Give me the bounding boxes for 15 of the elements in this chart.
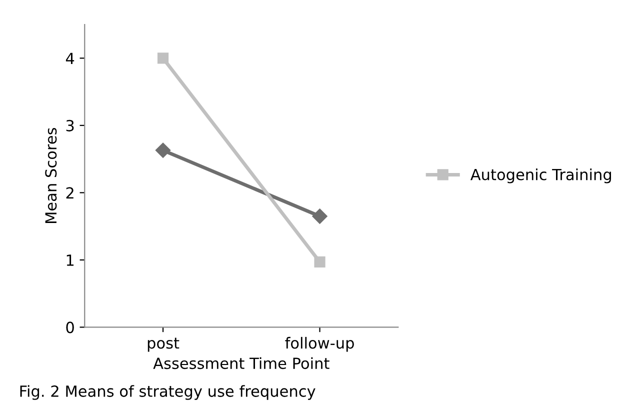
y-tick-label: 3 <box>66 120 74 132</box>
y-axis-title: Mean Scores <box>45 128 57 223</box>
point <box>312 208 328 224</box>
caption: Fig. 2 Means of strategy use frequency <box>20 385 316 400</box>
x-tick-label: post <box>148 338 180 352</box>
point <box>157 52 169 64</box>
x-axis-title: Assessment Time Point <box>153 357 330 370</box>
x-tick-label: follow-up <box>285 336 354 352</box>
point <box>314 256 326 268</box>
y-tick-label: 2 <box>66 187 74 198</box>
y-tick-label: 4 <box>66 52 74 64</box>
y-tick-label: 0 <box>66 322 74 334</box>
point <box>155 142 171 158</box>
y-tick-label: 1 <box>66 254 74 266</box>
legend-label: Autogenic Training <box>470 168 611 184</box>
